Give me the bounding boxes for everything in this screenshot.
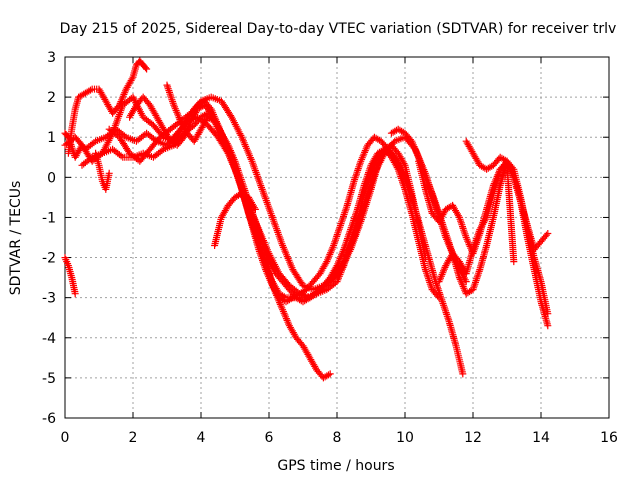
data-point-markers (435, 161, 518, 286)
data-point-markers (163, 81, 334, 382)
x-tick-label: 8 (333, 430, 342, 446)
data-point-markers (92, 149, 113, 193)
series-track-7 (163, 81, 334, 382)
y-tick-label: -3 (42, 291, 56, 307)
x-tick-label: 10 (396, 430, 414, 446)
y-tick-label: -5 (42, 371, 56, 387)
y-tick-label: -4 (42, 331, 56, 347)
x-tick-label: 2 (129, 430, 138, 446)
y-tick-label: -6 (42, 411, 56, 427)
series-track-8 (211, 189, 259, 249)
x-tick-labels: 0 2 4 6 8 10 12 14 16 (61, 430, 618, 446)
x-tick-label: 4 (197, 430, 206, 446)
x-axis-label: GPS time / hours (277, 458, 394, 474)
x-tick-label: 16 (600, 430, 618, 446)
x-tick-label: 0 (61, 430, 70, 446)
data-point-markers (211, 189, 259, 249)
chart-title: Day 215 of 2025, Sidereal Day-to-day VTE… (60, 21, 617, 37)
data-point-markers (64, 57, 151, 157)
series-track-14 (92, 149, 113, 193)
series-track-1 (64, 57, 151, 157)
series-track-13 (435, 161, 518, 286)
y-tick-label: 2 (47, 90, 56, 106)
data-marks (61, 57, 552, 382)
series-track-9 (61, 254, 79, 298)
y-tick-label: -2 (42, 251, 56, 267)
data-point-markers (462, 137, 552, 253)
x-tick-label: 12 (464, 430, 482, 446)
y-tick-label: 3 (47, 50, 56, 66)
data-point-markers (61, 254, 79, 298)
y-tick-label: 1 (47, 130, 56, 146)
y-axis-label: SDTVAR / TECUs (8, 181, 24, 296)
y-tick-label: -1 (42, 210, 56, 226)
x-tick-label: 6 (265, 430, 274, 446)
series-track-12 (462, 137, 552, 253)
grid (65, 57, 609, 418)
y-tick-labels: -6 -5 -4 -3 -2 -1 0 1 2 3 (42, 50, 56, 427)
axis-ticks (64, 56, 610, 419)
x-tick-label: 14 (532, 430, 550, 446)
y-tick-label: 0 (47, 170, 56, 186)
